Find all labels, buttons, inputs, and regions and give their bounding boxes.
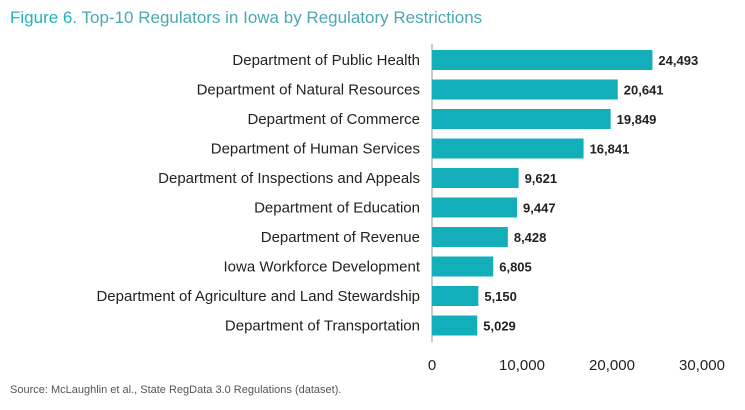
- bar: [432, 315, 478, 336]
- bar: [432, 227, 508, 247]
- x-tick-label: 10,000: [499, 357, 545, 374]
- bar-chart: Department of Public Health 24,493 Departm…: [96, 44, 725, 374]
- category-label: Department of Inspections and Appeals: [158, 170, 420, 187]
- figure-label: Figure 6.: [10, 8, 78, 27]
- category-label: Department of Agriculture and Land Stewa…: [96, 288, 420, 305]
- bar: [432, 286, 479, 306]
- data-label: 19,849: [617, 112, 657, 127]
- x-tick-label: 20,000: [589, 357, 635, 374]
- category-label: Department of Revenue: [261, 229, 420, 246]
- bar: [432, 138, 584, 159]
- bar: [432, 109, 611, 129]
- data-label: 8,428: [514, 230, 547, 245]
- bar: [432, 50, 653, 70]
- category-label: Department of Public Health: [232, 52, 420, 69]
- category-label: Iowa Workforce Development: [224, 259, 421, 276]
- x-tick-label: 30,000: [679, 357, 725, 374]
- data-label: 5,150: [484, 289, 517, 304]
- bar: [432, 197, 518, 218]
- category-label: Department of Natural Resources: [197, 82, 420, 99]
- data-label: 5,029: [483, 319, 516, 334]
- data-label: 9,447: [523, 201, 556, 216]
- data-label: 20,641: [624, 83, 664, 98]
- chart-title: Figure 6. Top-10 Regulators in Iowa by R…: [10, 8, 482, 28]
- category-label: Department of Education: [254, 200, 420, 217]
- data-label: 24,493: [658, 53, 698, 68]
- source-note: Source: McLaughlin et al., State RegData…: [10, 384, 342, 396]
- bar: [432, 256, 494, 277]
- data-label: 6,805: [499, 260, 532, 275]
- data-label: 16,841: [590, 142, 630, 157]
- bar: [432, 79, 618, 100]
- category-label: Department of Transportation: [225, 318, 420, 335]
- bar: [432, 168, 519, 188]
- category-label: Department of Commerce: [247, 111, 420, 128]
- data-label: 9,621: [525, 171, 558, 186]
- x-tick-label: 0: [428, 357, 436, 374]
- category-label: Department of Human Services: [211, 141, 420, 158]
- figure-title: Top-10 Regulators in Iowa by Regulatory …: [81, 8, 483, 27]
